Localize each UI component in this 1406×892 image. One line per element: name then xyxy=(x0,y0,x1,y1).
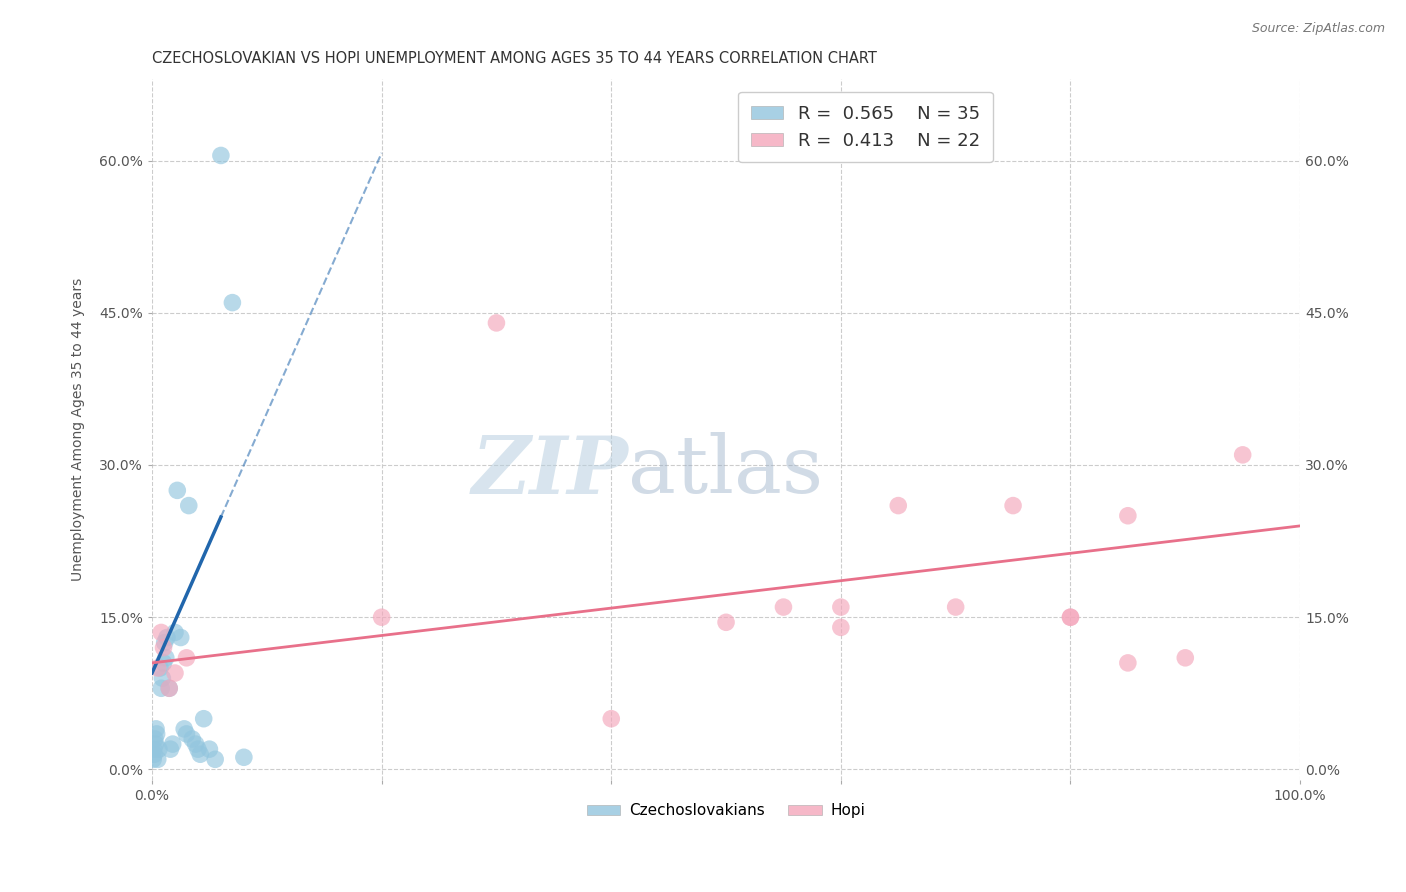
Point xyxy=(153,635,176,649)
Point xyxy=(1059,610,1081,624)
Point xyxy=(152,656,174,670)
Point xyxy=(142,742,165,756)
Point xyxy=(370,610,392,624)
Point xyxy=(146,661,169,675)
Point xyxy=(176,727,198,741)
Point xyxy=(156,631,179,645)
Point xyxy=(150,681,173,696)
Point xyxy=(209,148,232,162)
Point xyxy=(163,666,186,681)
Point xyxy=(772,600,794,615)
Point xyxy=(204,752,226,766)
Point xyxy=(714,615,737,630)
Point xyxy=(887,499,910,513)
Point xyxy=(159,742,181,756)
Point xyxy=(150,671,173,685)
Point xyxy=(152,640,174,655)
Point xyxy=(184,737,207,751)
Point xyxy=(830,600,852,615)
Point xyxy=(188,747,211,762)
Text: Source: ZipAtlas.com: Source: ZipAtlas.com xyxy=(1251,22,1385,36)
Point xyxy=(146,752,169,766)
Text: ZIP: ZIP xyxy=(471,433,628,510)
Point xyxy=(166,483,188,498)
Text: CZECHOSLOVAKIAN VS HOPI UNEMPLOYMENT AMONG AGES 35 TO 44 YEARS CORRELATION CHART: CZECHOSLOVAKIAN VS HOPI UNEMPLOYMENT AMO… xyxy=(152,51,877,66)
Point xyxy=(142,752,165,766)
Point xyxy=(485,316,508,330)
Point xyxy=(162,737,184,751)
Point xyxy=(198,742,221,756)
Point xyxy=(145,722,167,736)
Point xyxy=(1002,499,1025,513)
Y-axis label: Unemployment Among Ages 35 to 44 years: Unemployment Among Ages 35 to 44 years xyxy=(72,277,86,581)
Point xyxy=(945,600,967,615)
Point xyxy=(149,661,172,675)
Point xyxy=(157,681,180,696)
Point xyxy=(1116,656,1139,670)
Point xyxy=(232,750,254,764)
Point xyxy=(148,742,170,756)
Point xyxy=(221,295,243,310)
Point xyxy=(155,650,177,665)
Point xyxy=(1116,508,1139,523)
Point xyxy=(145,727,167,741)
Point xyxy=(176,650,198,665)
Point xyxy=(830,620,852,634)
Point xyxy=(157,681,180,696)
Point xyxy=(143,747,166,762)
Point xyxy=(170,631,193,645)
Point xyxy=(163,625,186,640)
Legend: Czechoslovakians, Hopi: Czechoslovakians, Hopi xyxy=(581,797,872,824)
Point xyxy=(1059,610,1081,624)
Point xyxy=(1174,650,1197,665)
Point xyxy=(145,737,167,751)
Point xyxy=(150,625,173,640)
Point xyxy=(143,731,166,746)
Point xyxy=(187,742,209,756)
Point xyxy=(177,499,200,513)
Point xyxy=(181,731,204,746)
Text: atlas: atlas xyxy=(628,433,824,510)
Point xyxy=(173,722,195,736)
Point xyxy=(600,712,623,726)
Point xyxy=(193,712,215,726)
Point xyxy=(1232,448,1254,462)
